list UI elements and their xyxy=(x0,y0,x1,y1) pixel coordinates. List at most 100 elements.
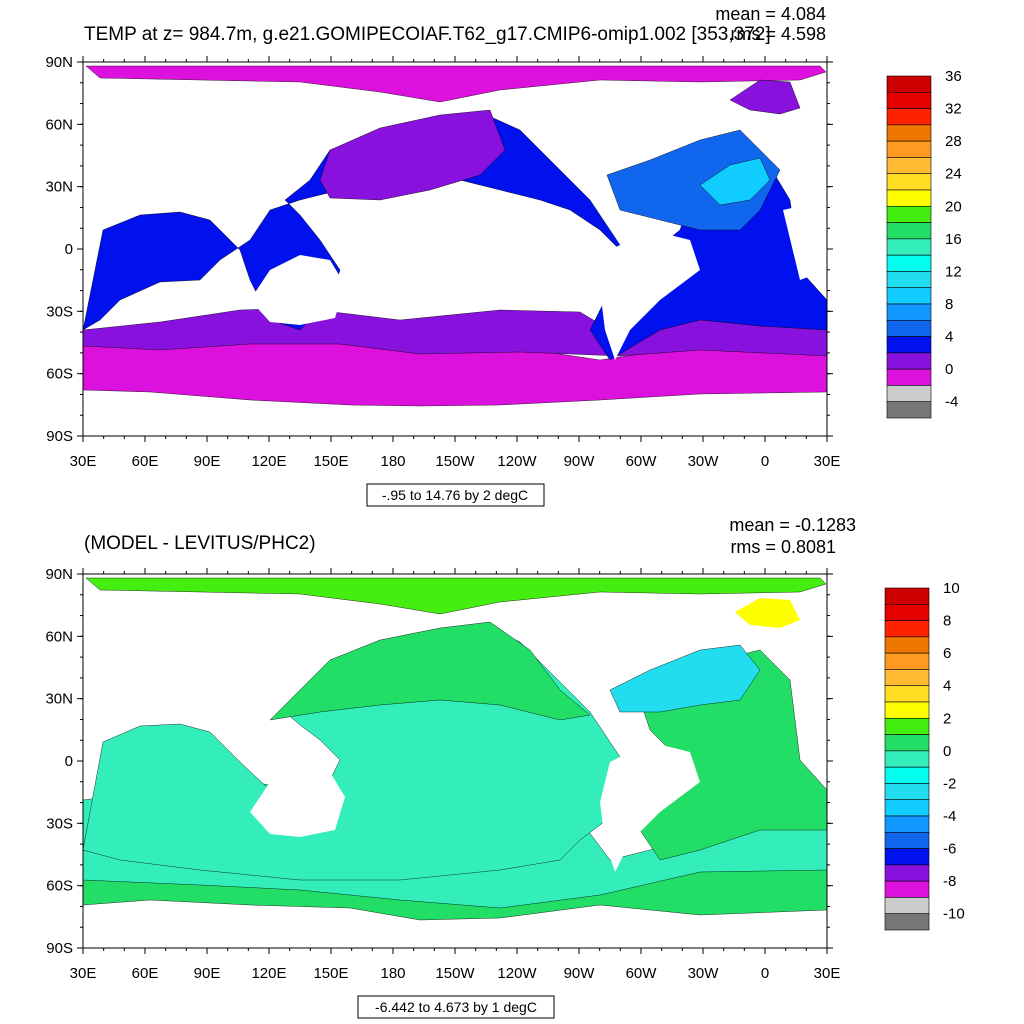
colorbar-label: 20 xyxy=(945,198,962,215)
lon-label: 60E xyxy=(132,453,159,470)
lat-label: 90N xyxy=(45,566,73,583)
greenland-field-top xyxy=(729,79,801,115)
natlantic-field-top xyxy=(606,129,781,231)
colorbar-label: 0 xyxy=(943,743,951,760)
colorbar-label: 8 xyxy=(943,613,951,630)
lat-label: 0 xyxy=(65,753,73,770)
lon-label: 30E xyxy=(70,453,97,470)
colorbar-swatch xyxy=(884,669,930,687)
colorbar-top: 36 32 28 24 20 16 12 8 4 0 -4 xyxy=(886,68,962,419)
panel-top-rms: rms = 4.598 xyxy=(730,24,826,44)
colorbar-swatch xyxy=(884,685,930,703)
colorbar-swatch xyxy=(886,368,932,386)
colorbar-swatch xyxy=(886,401,932,419)
panel-bottom-title: (MODEL - LEVITUS/PHC2) xyxy=(84,533,316,554)
panel-top: TEMP at z= 984.7m, g.e21.GOMIPECOIAF.T62… xyxy=(45,4,962,507)
colorbar-swatch xyxy=(886,108,932,126)
colorbar-swatch xyxy=(886,91,932,109)
colorbar-swatch xyxy=(886,303,932,321)
lon-label: 30E xyxy=(814,453,841,470)
lon-label: 60W xyxy=(626,453,658,470)
australia-top xyxy=(250,255,345,325)
arctic-field-top xyxy=(85,65,827,103)
lon-label: 0 xyxy=(761,965,769,982)
colorbar-label: 8 xyxy=(945,296,953,313)
lat-label: 30S xyxy=(46,303,73,320)
lon-label: 180 xyxy=(380,965,405,982)
colorbar-swatch xyxy=(886,238,932,256)
colorbar-label: 12 xyxy=(945,263,962,280)
colorbar-swatch xyxy=(886,254,932,272)
colorbar-label: 0 xyxy=(945,361,953,378)
colorbar-swatch xyxy=(884,831,930,849)
lat-label: 90S xyxy=(46,428,73,445)
lat-label: 60S xyxy=(46,366,73,383)
colorbar-swatch xyxy=(884,636,930,654)
lon-label: 120W xyxy=(497,453,537,470)
natlantic-core-top xyxy=(699,157,771,206)
colorbar-swatch xyxy=(886,287,932,305)
colorbar-swatch xyxy=(884,783,930,801)
lon-label: 120E xyxy=(251,453,286,470)
colorbar-label: -2 xyxy=(943,775,956,792)
colorbar-label: -10 xyxy=(943,906,965,923)
colorbar-swatch xyxy=(886,319,932,337)
colorbar-label: 24 xyxy=(945,166,962,183)
colorbar-swatch xyxy=(886,336,932,354)
lat-label: 0 xyxy=(65,241,73,258)
panel-top-title: TEMP at z= 984.7m, g.e21.GOMIPECOIAF.T62… xyxy=(84,24,771,45)
info-box-bottom: -6.442 to 4.673 by 1 degC xyxy=(357,995,555,1019)
lon-label: 30E xyxy=(814,965,841,982)
lon-label: 120E xyxy=(251,965,286,982)
lon-label: 90W xyxy=(564,453,596,470)
colorbar-label: 4 xyxy=(945,329,953,346)
colorbar-label: 4 xyxy=(943,678,951,695)
colorbar-swatch xyxy=(886,124,932,142)
colorbar-label: 16 xyxy=(945,231,962,248)
colorbar-bottom: 10 8 6 4 2 0 -2 -4 -6 -8 -10 xyxy=(884,580,965,931)
lon-label: 150E xyxy=(313,965,348,982)
map-top-ticks: 90N 60N 30N 0 30S 60S 90S 30E 60E 90E 120E 150E 180 1… xyxy=(45,54,840,470)
colorbar-swatch xyxy=(884,717,930,735)
colorbar-swatch xyxy=(884,750,930,768)
colorbar-label: 36 xyxy=(945,68,962,85)
panel-bottom: (MODEL - LEVITUS/PHC2) mean = -0.1283 rm… xyxy=(45,515,965,1019)
lon-label: 90E xyxy=(194,965,221,982)
colorbar-label: -4 xyxy=(945,394,958,411)
colorbar-swatch xyxy=(884,734,930,752)
colorbar-swatch xyxy=(886,352,932,370)
info-top: -.95 to 14.76 by 2 degC xyxy=(382,487,528,503)
colorbar-swatch xyxy=(884,587,930,605)
colorbar-label: 32 xyxy=(945,101,962,118)
lon-label: 150W xyxy=(435,965,475,982)
colorbar-swatch xyxy=(886,271,932,289)
colorbar-swatch xyxy=(886,140,932,158)
colorbar-swatch xyxy=(884,864,930,882)
lon-label: 150W xyxy=(435,453,475,470)
colorbar-label: -4 xyxy=(943,808,956,825)
colorbar-swatch xyxy=(886,173,932,191)
colorbar-label: 10 xyxy=(943,580,960,597)
arctic-field-bottom xyxy=(85,577,827,615)
south-america-top xyxy=(600,230,700,360)
lat-label: 30N xyxy=(45,179,73,196)
map-top xyxy=(83,62,827,436)
lon-label: 150E xyxy=(313,453,348,470)
panel-top-mean: mean = 4.084 xyxy=(715,4,826,24)
npacific-field-top xyxy=(319,109,506,201)
colorbar-swatch xyxy=(884,603,930,621)
lat-label: 60N xyxy=(45,628,73,645)
lon-label: 60W xyxy=(626,965,658,982)
info-box-top: -.95 to 14.76 by 2 degC xyxy=(366,483,545,507)
lon-label: 0 xyxy=(761,453,769,470)
colorbar-label: 2 xyxy=(943,710,951,727)
lat-label: 60S xyxy=(46,878,73,895)
colorbar-swatch xyxy=(886,157,932,175)
lon-label: 120W xyxy=(497,965,537,982)
panel-bottom-mean: mean = -0.1283 xyxy=(729,515,856,535)
map-bottom-ticks: 90N 60N 30N 0 30S 60S 90S 30E 60E 90E 120E 150E 180 1… xyxy=(45,566,840,982)
colorbar-swatch xyxy=(886,75,932,93)
lon-label: 90W xyxy=(564,965,596,982)
lat-label: 60N xyxy=(45,116,73,133)
colorbar-swatch xyxy=(884,880,930,898)
